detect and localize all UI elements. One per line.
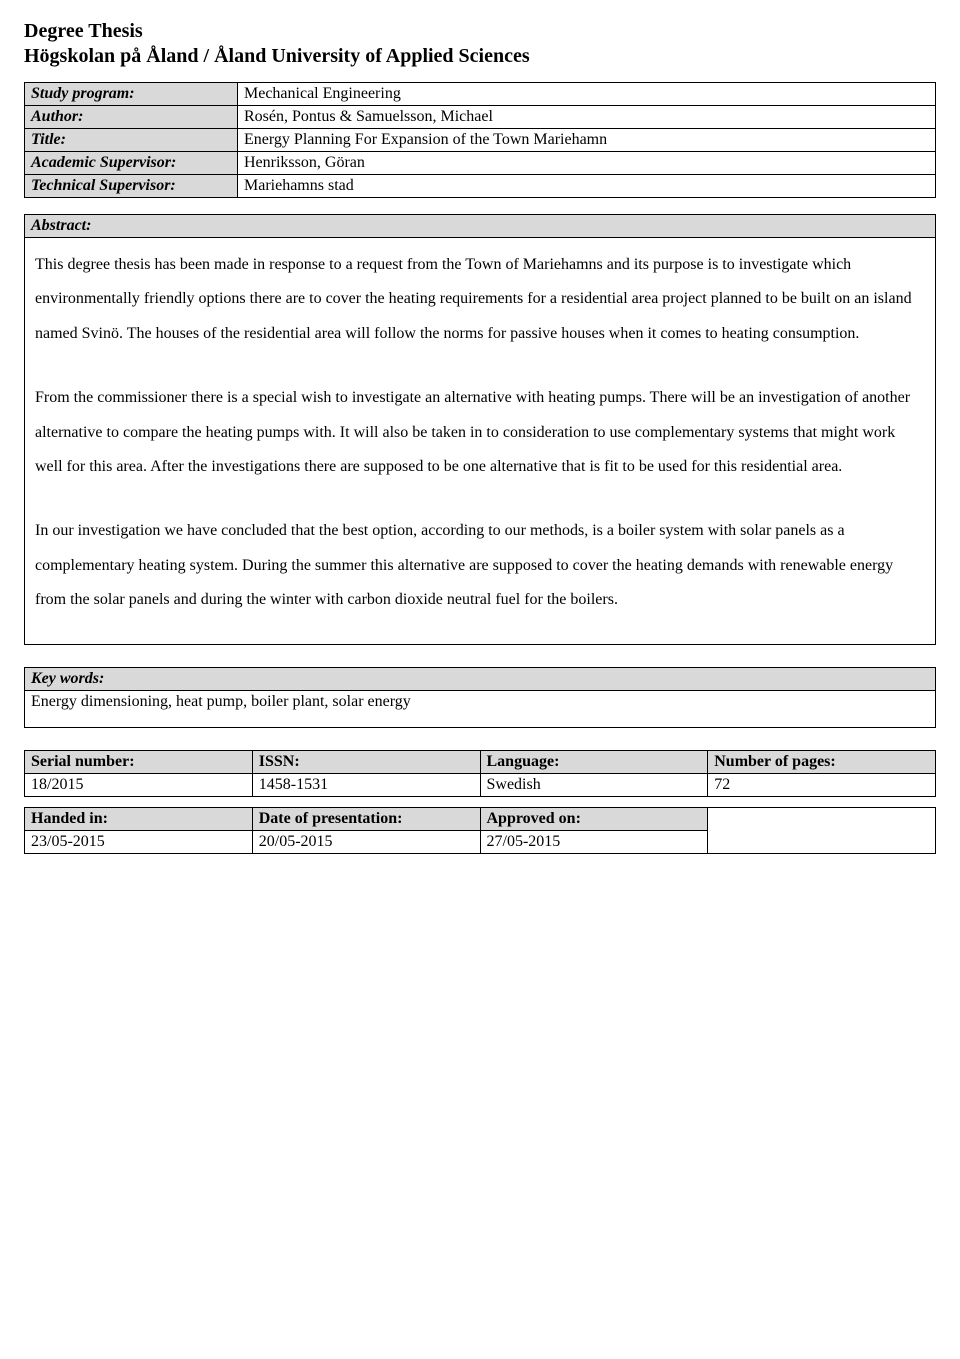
- empty-cell: [708, 807, 936, 830]
- technical-supervisor-label: Technical Supervisor:: [25, 175, 238, 198]
- language-label: Language:: [480, 750, 708, 773]
- serial-number-label: Serial number:: [25, 750, 253, 773]
- approved-on-value: 27/05-2015: [480, 830, 708, 853]
- keywords-value: Energy dimensioning, heat pump, boiler p…: [25, 691, 935, 727]
- table-row: Title: Energy Planning For Expansion of …: [25, 129, 936, 152]
- approved-on-label: Approved on:: [480, 807, 708, 830]
- table-row: 18/2015 1458-1531 Swedish 72: [25, 773, 936, 796]
- keywords-box: Key words: Energy dimensioning, heat pum…: [24, 667, 936, 728]
- table-row: Study program: Mechanical Engineering: [25, 83, 936, 106]
- abstract-paragraph: This degree thesis has been made in resp…: [35, 248, 925, 351]
- footer-table-1: Serial number: ISSN: Language: Number of…: [24, 750, 936, 797]
- empty-cell: [708, 830, 936, 853]
- keywords-label: Key words:: [25, 668, 935, 691]
- table-row: Academic Supervisor: Henriksson, Göran: [25, 152, 936, 175]
- pages-value: 72: [708, 773, 936, 796]
- table-row: Serial number: ISSN: Language: Number of…: [25, 750, 936, 773]
- degree-thesis-heading: Degree Thesis: [24, 20, 936, 43]
- handed-in-value: 23/05-2015: [25, 830, 253, 853]
- abstract-paragraph: From the commissioner there is a special…: [35, 381, 925, 484]
- footer-table-2: Handed in: Date of presentation: Approve…: [24, 807, 936, 854]
- academic-supervisor-label: Academic Supervisor:: [25, 152, 238, 175]
- issn-label: ISSN:: [252, 750, 480, 773]
- table-row: 23/05-2015 20/05-2015 27/05-2015: [25, 830, 936, 853]
- language-value: Swedish: [480, 773, 708, 796]
- metadata-table: Study program: Mechanical Engineering Au…: [24, 82, 936, 198]
- table-row: Author: Rosén, Pontus & Samuelsson, Mich…: [25, 106, 936, 129]
- table-row: Technical Supervisor: Mariehamns stad: [25, 175, 936, 198]
- abstract-box: Abstract: This degree thesis has been ma…: [24, 214, 936, 645]
- title-value: Energy Planning For Expansion of the Tow…: [238, 129, 936, 152]
- abstract-body: This degree thesis has been made in resp…: [25, 238, 935, 644]
- title-label: Title:: [25, 129, 238, 152]
- handed-in-label: Handed in:: [25, 807, 253, 830]
- presentation-date-label: Date of presentation:: [252, 807, 480, 830]
- pages-label: Number of pages:: [708, 750, 936, 773]
- issn-value: 1458-1531: [252, 773, 480, 796]
- study-program-value: Mechanical Engineering: [238, 83, 936, 106]
- author-value: Rosén, Pontus & Samuelsson, Michael: [238, 106, 936, 129]
- presentation-date-value: 20/05-2015: [252, 830, 480, 853]
- serial-number-value: 18/2015: [25, 773, 253, 796]
- study-program-label: Study program:: [25, 83, 238, 106]
- abstract-paragraph: In our investigation we have concluded t…: [35, 514, 925, 617]
- technical-supervisor-value: Mariehamns stad: [238, 175, 936, 198]
- academic-supervisor-value: Henriksson, Göran: [238, 152, 936, 175]
- author-label: Author:: [25, 106, 238, 129]
- abstract-label: Abstract:: [25, 215, 935, 238]
- university-heading: Högskolan på Åland / Åland University of…: [24, 45, 936, 68]
- table-row: Handed in: Date of presentation: Approve…: [25, 807, 936, 830]
